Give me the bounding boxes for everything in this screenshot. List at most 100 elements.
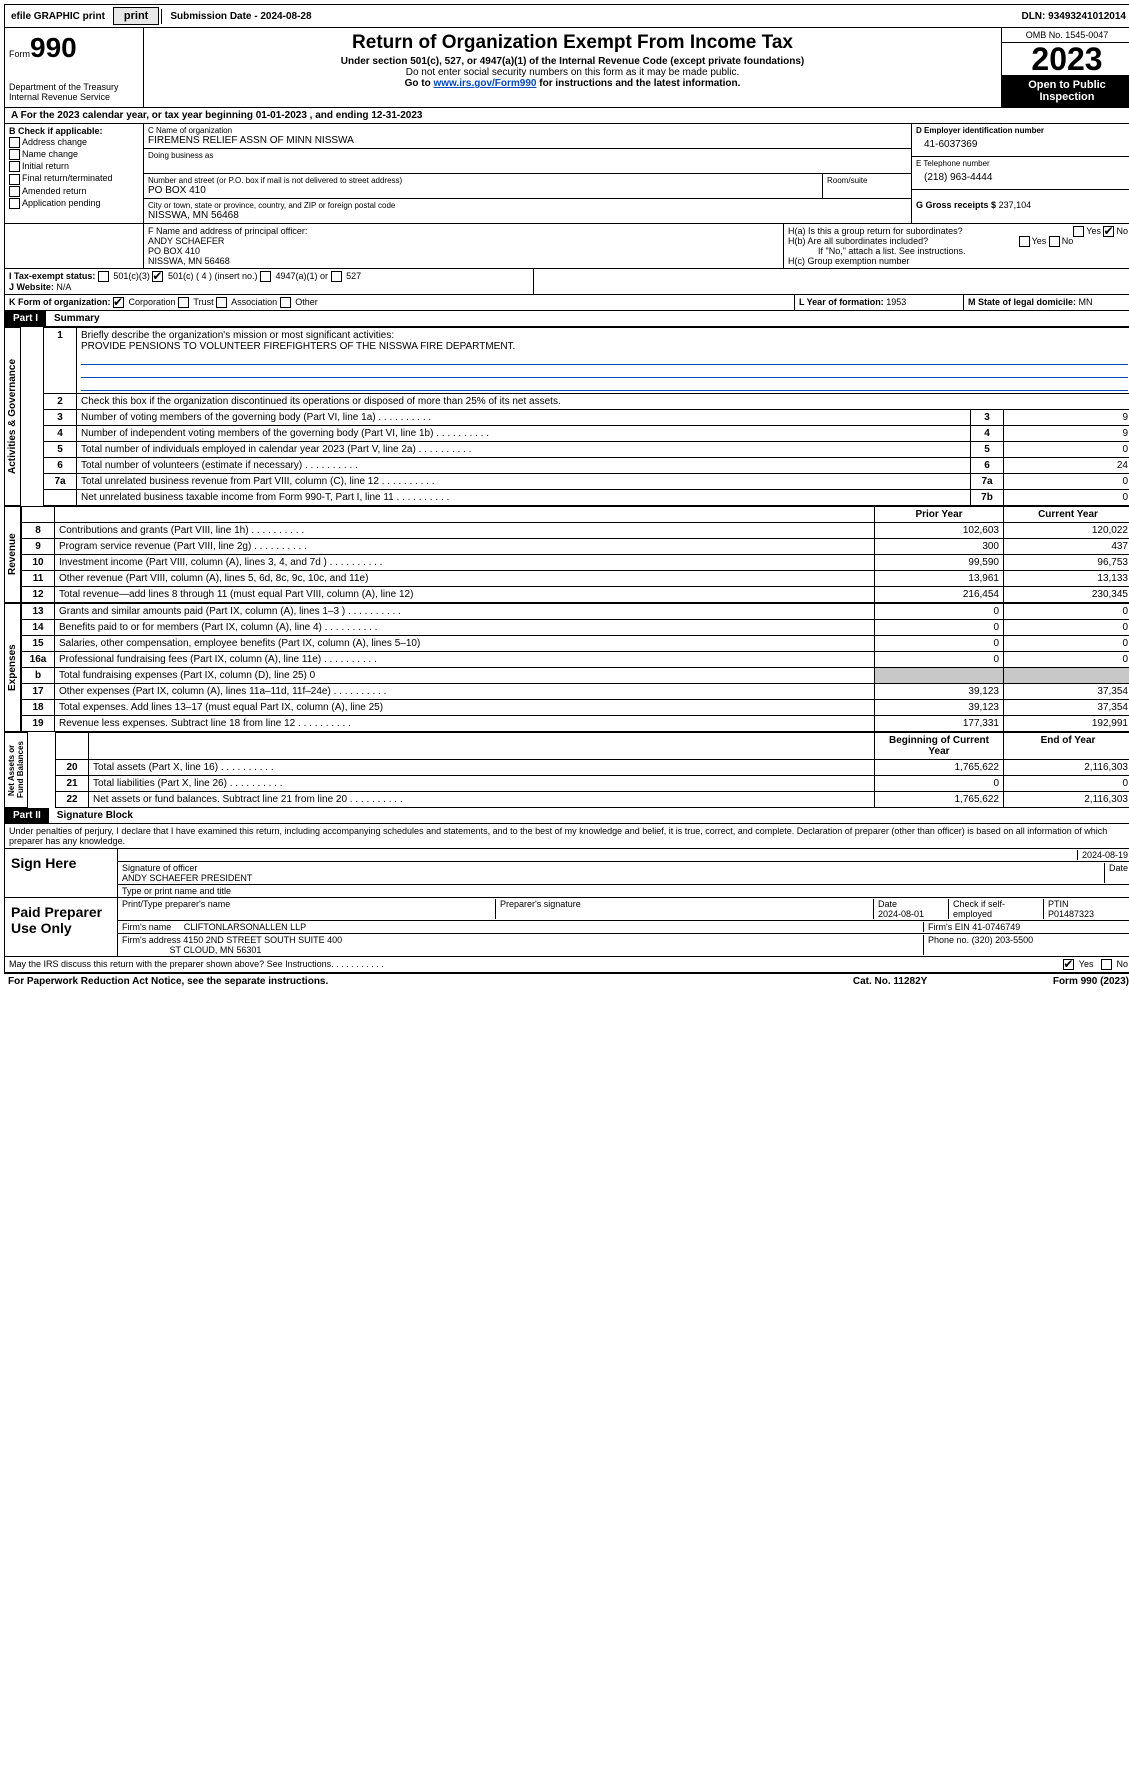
- website-label: J Website:: [9, 282, 54, 292]
- discuss-no[interactable]: [1101, 959, 1112, 970]
- form-label: Form: [9, 49, 30, 59]
- gross-receipts: 237,104: [999, 200, 1032, 210]
- room-label: Room/suite: [827, 176, 907, 185]
- sig-date: 2024-08-19: [1077, 850, 1128, 860]
- hb-yes[interactable]: [1019, 236, 1030, 247]
- chk-527[interactable]: [331, 271, 342, 282]
- paid-preparer: Paid Preparer Use Only Print/Type prepar…: [4, 898, 1129, 957]
- tax-status-label: I Tax-exempt status:: [9, 271, 95, 281]
- chk-name-change[interactable]: Name change: [9, 149, 139, 160]
- declaration: Under penalties of perjury, I declare th…: [4, 824, 1129, 849]
- chk-other[interactable]: [280, 297, 291, 308]
- hb-no[interactable]: [1049, 236, 1060, 247]
- l16a-p: 0: [875, 652, 1004, 668]
- chk-app-pending[interactable]: Application pending: [9, 198, 139, 209]
- l19-p: 177,331: [875, 716, 1004, 732]
- irs-link[interactable]: www.irs.gov/Form990: [433, 78, 536, 89]
- l12: Total revenue—add lines 8 through 11 (mu…: [55, 587, 875, 603]
- l11-p: 13,961: [875, 571, 1004, 587]
- goto-suffix: for instructions and the latest informat…: [536, 78, 740, 89]
- topbar: efile GRAPHIC print print Submission Dat…: [4, 4, 1129, 28]
- ptin-label: PTIN: [1048, 899, 1069, 909]
- footer-left: For Paperwork Reduction Act Notice, see …: [8, 976, 853, 987]
- l1-label: Briefly describe the organization's miss…: [81, 330, 394, 341]
- prep-sig-label: Preparer's signature: [496, 899, 874, 919]
- street: PO BOX 410: [148, 185, 818, 196]
- l9-p: 300: [875, 539, 1004, 555]
- chk-501c3[interactable]: [98, 271, 109, 282]
- l1-mission: PROVIDE PENSIONS TO VOLUNTEER FIREFIGHTE…: [81, 341, 515, 352]
- l14-c: 0: [1004, 620, 1129, 636]
- tab-net-assets: Net Assets or Fund Balances: [4, 732, 28, 808]
- ha-yes[interactable]: [1073, 226, 1084, 237]
- date-label: Date: [1104, 863, 1128, 883]
- l17-p: 39,123: [875, 684, 1004, 700]
- officer-name: ANDY SCHAEFER: [148, 236, 779, 246]
- l5-val: 0: [1004, 442, 1129, 458]
- firm-phone-label: Phone no.: [928, 935, 969, 945]
- l16b: Total fundraising expenses (Part IX, col…: [55, 668, 875, 684]
- l6-val: 24: [1004, 458, 1129, 474]
- l12-c: 230,345: [1004, 587, 1129, 603]
- chk-trust[interactable]: [178, 297, 189, 308]
- type-name-label: Type or print name and title: [118, 885, 1129, 897]
- l12-p: 216,454: [875, 587, 1004, 603]
- l18: Total expenses. Add lines 13–17 (must eq…: [55, 700, 875, 716]
- l20-p: 1,765,622: [875, 760, 1004, 776]
- summary-exp: Expenses 13Grants and similar amounts pa…: [4, 603, 1129, 732]
- efile-label: efile GRAPHIC print: [5, 9, 111, 24]
- l17-c: 37,354: [1004, 684, 1129, 700]
- goto-prefix: Go to: [405, 78, 434, 89]
- officer-label: F Name and address of principal officer:: [148, 226, 779, 236]
- firm-phone: (320) 203-5500: [972, 935, 1034, 945]
- l4: Number of independent voting members of …: [77, 426, 971, 442]
- l20-c: 2,116,303: [1004, 760, 1129, 776]
- firm-addr2: ST CLOUD, MN 56301: [170, 945, 262, 955]
- phone-label: E Telephone number: [916, 159, 1128, 168]
- chk-amended[interactable]: Amended return: [9, 186, 139, 197]
- footer: For Paperwork Reduction Act Notice, see …: [4, 973, 1129, 989]
- print-button[interactable]: print: [113, 7, 159, 25]
- l15-c: 0: [1004, 636, 1129, 652]
- hc-label: H(c) Group exemption number: [788, 256, 1128, 266]
- l22-p: 1,765,622: [875, 792, 1004, 808]
- ptin: P01487323: [1048, 909, 1094, 919]
- chk-initial-return[interactable]: Initial return: [9, 161, 139, 172]
- may-discuss: May the IRS discuss this return with the…: [4, 957, 1129, 973]
- ha-no[interactable]: [1103, 226, 1114, 237]
- dept-treasury: Department of the Treasury: [9, 82, 139, 92]
- chk-assoc[interactable]: [216, 297, 227, 308]
- firm-ein-label: Firm's EIN: [928, 922, 970, 932]
- chk-501c[interactable]: [152, 271, 163, 282]
- l14-p: 0: [875, 620, 1004, 636]
- l19: Revenue less expenses. Subtract line 18 …: [55, 716, 875, 732]
- form-org-label: K Form of organization:: [9, 297, 111, 307]
- chk-final-return[interactable]: Final return/terminated: [9, 173, 139, 184]
- hb-label: H(b) Are all subordinates included?: [788, 236, 928, 246]
- l10-c: 96,753: [1004, 555, 1129, 571]
- discuss-yes[interactable]: [1063, 959, 1074, 970]
- firm-name: CLIFTONLARSONALLEN LLP: [184, 922, 306, 932]
- l16a-c: 0: [1004, 652, 1129, 668]
- box-de: D Employer identification number41-60373…: [911, 124, 1129, 223]
- l3-val: 9: [1004, 410, 1129, 426]
- chk-4947[interactable]: [260, 271, 271, 282]
- l7a-val: 0: [1004, 474, 1129, 490]
- form-title: Return of Organization Exempt From Incom…: [150, 32, 995, 54]
- ha-label: H(a) Is this a group return for subordin…: [788, 226, 963, 236]
- form-subtitle-1: Under section 501(c), 527, or 4947(a)(1)…: [150, 56, 995, 67]
- dept-irs: Internal Revenue Service: [9, 92, 139, 102]
- l13: Grants and similar amounts paid (Part IX…: [55, 604, 875, 620]
- ij-block: I Tax-exempt status: 501(c)(3) 501(c) ( …: [4, 269, 1129, 295]
- l7b-val: 0: [1004, 490, 1129, 506]
- summary-net: Net Assets or Fund Balances Beginning of…: [4, 732, 1129, 808]
- chk-address-change[interactable]: Address change: [9, 137, 139, 148]
- chk-corp[interactable]: [113, 297, 124, 308]
- l15-p: 0: [875, 636, 1004, 652]
- l18-p: 39,123: [875, 700, 1004, 716]
- l18-c: 37,354: [1004, 700, 1129, 716]
- org-name: FIREMENS RELIEF ASSN OF MINN NISSWA: [148, 135, 907, 146]
- fh-block: F Name and address of principal officer:…: [4, 224, 1129, 269]
- beg-year-h: Beginning of Current Year: [875, 733, 1004, 760]
- l6: Total number of volunteers (estimate if …: [77, 458, 971, 474]
